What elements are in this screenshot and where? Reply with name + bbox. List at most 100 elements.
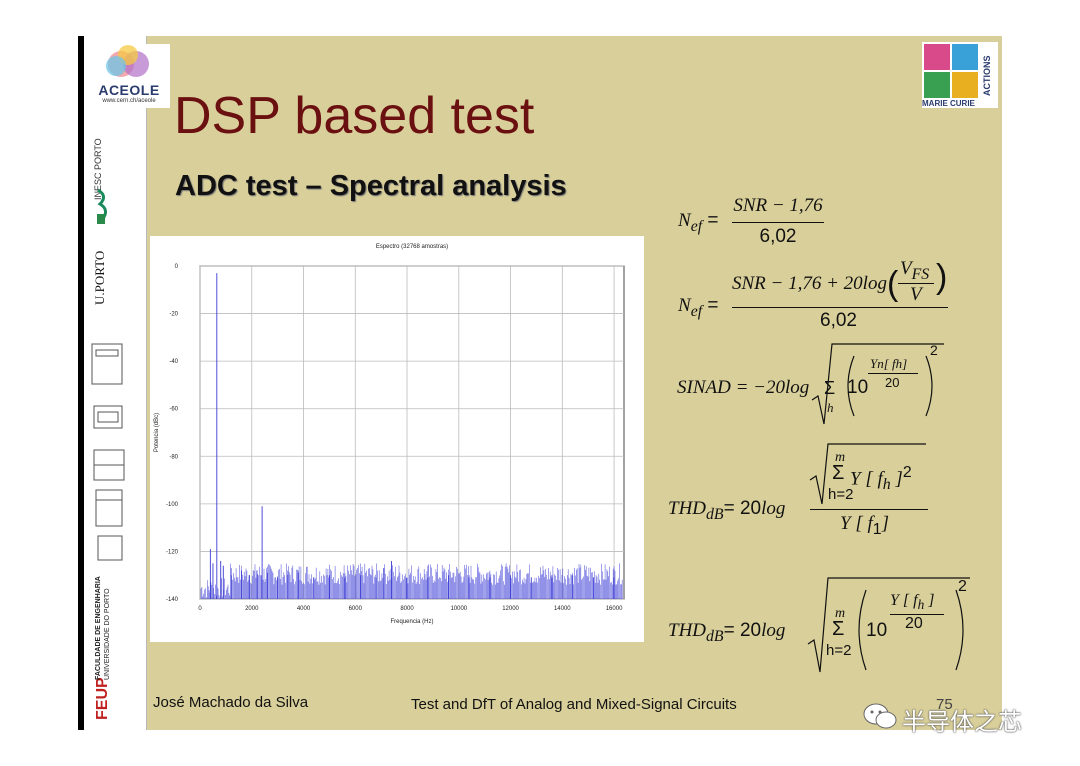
thd1-den-end: ] bbox=[881, 513, 889, 534]
slide-subtitle: ADC test – Spectral analysis bbox=[175, 170, 567, 202]
thd1-eq: = 20 bbox=[723, 498, 762, 519]
nef1-numerator: SNR − 1,76 bbox=[733, 195, 823, 216]
nef2-num-a: SNR − 1,76 + 20 bbox=[732, 273, 863, 294]
sinad-log: log bbox=[784, 377, 810, 398]
nef2-numerator: SNR − 1,76 + 20log( bbox=[732, 265, 899, 303]
thd1-den-sub: 1 bbox=[872, 520, 882, 538]
aceole-url: www.cern.ch/aceole bbox=[102, 98, 156, 104]
footer-page-number: 75 bbox=[936, 696, 953, 713]
spectrum-chart: 0 2000 4000 6000 8000 10000 12000 14000 16000 0 -2… bbox=[150, 236, 644, 642]
x-tick-label: 14000 bbox=[554, 606, 571, 612]
formula-nef-2: Nef = bbox=[678, 295, 719, 320]
thd2-ten: 10 bbox=[866, 620, 888, 641]
aceole-circles-icon bbox=[106, 45, 149, 77]
y-tick-label: 0 bbox=[175, 264, 179, 270]
thd1-sub: dB bbox=[706, 505, 724, 523]
x-tick-label: 0 bbox=[198, 606, 202, 612]
nef1-denominator: 6,02 bbox=[759, 226, 797, 247]
thd2-lhs: THD bbox=[668, 620, 707, 641]
sinad-pow: 2 bbox=[930, 342, 938, 358]
thd1-fraction-bar bbox=[810, 509, 928, 510]
sinad-sum-sign: Σ bbox=[824, 378, 836, 398]
feup-long-2: UNIVERSIDADE DO PORTO bbox=[104, 588, 111, 680]
thd1-lhs: THD bbox=[668, 498, 707, 519]
thd2-exp-num-a: Y [ f bbox=[890, 592, 918, 609]
nef2-inner-bar bbox=[898, 283, 934, 284]
nef2-denominator: 6,02 bbox=[820, 310, 857, 331]
marie-curie-logo: ACTIONS MARIE CURIE bbox=[922, 42, 998, 108]
thd1-sum-body: Y [ fh ]2 bbox=[850, 464, 912, 494]
nef2-log: log bbox=[862, 273, 887, 294]
aceole-logo: ACEOLE www.cern.ch/aceole bbox=[88, 44, 170, 108]
thd1-sum-body-sub: h bbox=[882, 476, 891, 494]
x-tick-label: 12000 bbox=[502, 606, 519, 612]
thd2-exp-num-end: ] bbox=[924, 592, 935, 609]
nef1-lhs: N bbox=[678, 210, 691, 231]
thd1-den: Y [ f1] bbox=[840, 513, 889, 539]
thd2-sum-bot: h=2 bbox=[826, 642, 852, 659]
inesc-bar bbox=[97, 214, 105, 224]
plot-frame bbox=[199, 265, 625, 600]
thd2-exp-bar bbox=[890, 614, 944, 615]
thd2-radical-icon bbox=[807, 577, 970, 673]
thd2-exp-num: Y [ fh ] bbox=[890, 592, 934, 613]
thd2-exp-num-sub: h bbox=[917, 597, 925, 613]
sidebar-logos bbox=[78, 36, 147, 730]
sinad-ten: 10 bbox=[847, 377, 869, 398]
x-tick-label: 6000 bbox=[349, 606, 363, 612]
thd2-eq: = 20 bbox=[723, 620, 762, 641]
thd1-sum-body-end: ] bbox=[890, 468, 903, 490]
marie-curie-name: MARIE CURIE bbox=[922, 99, 975, 108]
sinad-radical-icon bbox=[811, 343, 944, 425]
feup-long-1: FACULDADE DE ENGENHARIA bbox=[95, 576, 102, 680]
nef1-sub: ef bbox=[690, 217, 703, 235]
thd1-sum-body-a: Y [ f bbox=[850, 468, 883, 490]
nef2-paren-close: ) bbox=[936, 258, 948, 296]
thd2-pow: 2 bbox=[958, 578, 967, 595]
x-tick-label: 4000 bbox=[297, 606, 311, 612]
thd1-sum-bot: h=2 bbox=[828, 486, 854, 503]
nef2-sub: ef bbox=[690, 302, 703, 320]
y-tick-label: -100 bbox=[166, 502, 179, 508]
x-axis-label: Frequencia (Hz) bbox=[390, 619, 433, 625]
wechat-icon bbox=[863, 703, 897, 729]
nef2-fraction-bar bbox=[732, 307, 948, 308]
nef2-vfs: VFS bbox=[900, 258, 929, 284]
nef2-vfs-v: V bbox=[900, 258, 912, 279]
uporto-logo-text: U.PORTO bbox=[92, 250, 107, 305]
formula-nef-1: Nef = bbox=[678, 210, 719, 235]
x-tick-label: 2000 bbox=[245, 606, 259, 612]
y-tick-label: -80 bbox=[169, 454, 178, 460]
sinad-exp-num: Yn[ fh] bbox=[870, 356, 908, 371]
thd1-sum-sign: Σ bbox=[832, 462, 845, 484]
thd2-log: log bbox=[761, 620, 786, 641]
y-tick-label: -140 bbox=[166, 597, 179, 603]
thd2-sum-sign: Σ bbox=[832, 618, 845, 640]
nef2-lhs: N bbox=[678, 295, 691, 316]
marie-curie-actions: ACTIONS bbox=[982, 55, 992, 97]
thd2-sub: dB bbox=[706, 627, 724, 645]
nef2-v: V bbox=[910, 284, 922, 305]
sinad-sum-sub: h bbox=[827, 400, 834, 415]
thd1-den-a: Y [ f bbox=[840, 513, 873, 534]
thd1-sum-pow: 2 bbox=[902, 464, 912, 481]
footer-author: José Machado da Silva bbox=[153, 694, 309, 711]
sinad-exp-den: 20 bbox=[885, 375, 900, 390]
thd1-log: log bbox=[761, 498, 786, 519]
sidebar-black-bar bbox=[78, 36, 84, 730]
y-tick-label: -20 bbox=[169, 312, 178, 318]
watermark-text: 半导体之芯 bbox=[902, 709, 1022, 736]
sinad-lhs: SINAD = −20 bbox=[677, 377, 785, 398]
spectrum-chart-svg: 0 2000 4000 6000 8000 10000 12000 14000 16000 0 -2… bbox=[154, 244, 625, 625]
formula-sinad: SINAD = −20log bbox=[677, 377, 809, 399]
thd1-radical-icon bbox=[809, 443, 926, 505]
building-drawings-icon bbox=[91, 343, 125, 561]
formula-thd-1: THDdB= 20log bbox=[668, 498, 785, 524]
x-tick-label: 8000 bbox=[400, 606, 414, 612]
thd2-exp-den: 20 bbox=[905, 615, 923, 632]
feup-short: FEUP bbox=[94, 677, 111, 720]
thd1-sum-top: m bbox=[835, 450, 846, 465]
x-tick-label: 16000 bbox=[606, 606, 623, 612]
aceole-name: ACEOLE bbox=[98, 82, 160, 98]
nef2-vfs-sub: FS bbox=[911, 265, 930, 283]
